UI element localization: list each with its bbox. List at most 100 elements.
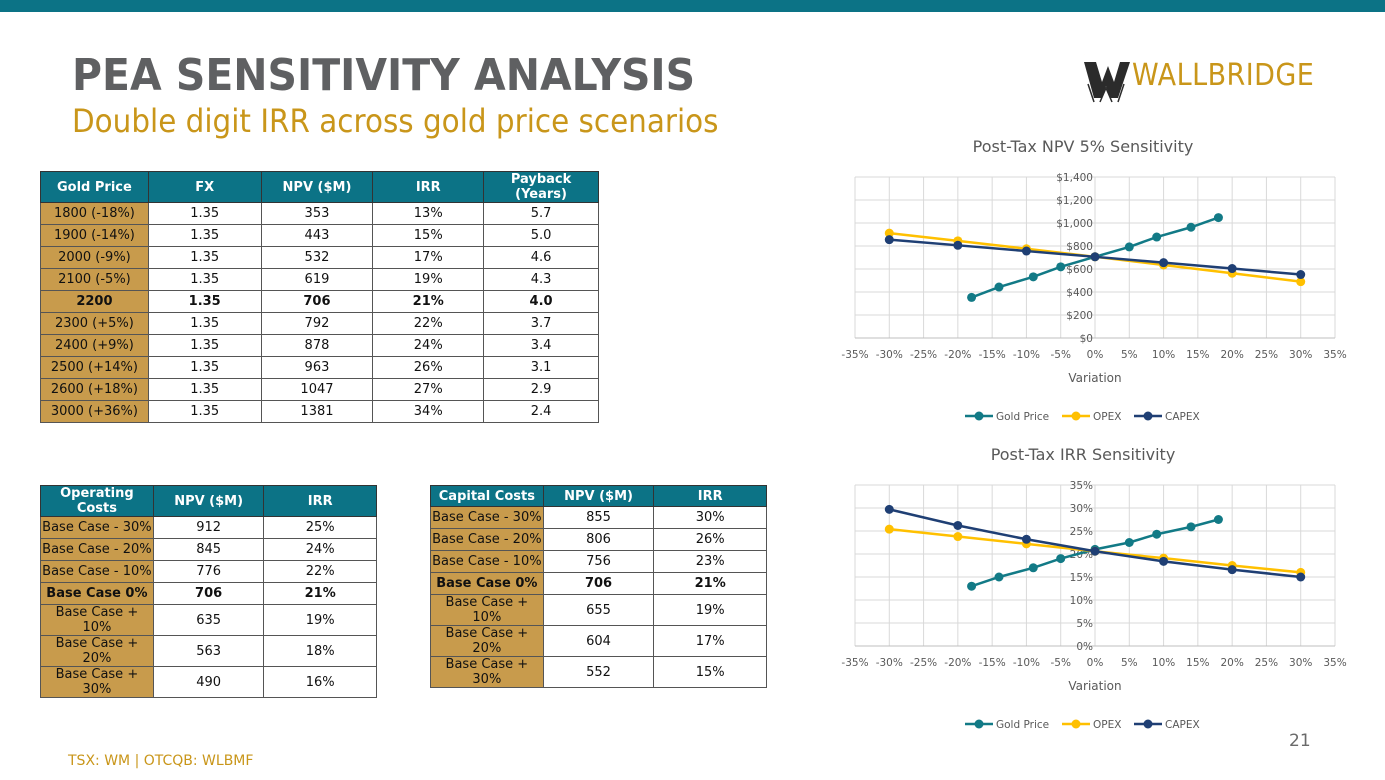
row-label-cell: Base Case - 30% xyxy=(430,506,544,529)
legend-marker xyxy=(1071,411,1081,421)
table-cell: 655 xyxy=(542,594,655,626)
table-cell: 1.35 xyxy=(147,400,262,423)
table-cell: 25% xyxy=(263,516,377,539)
data-point-capex xyxy=(953,240,963,250)
x-tick-label: 30% xyxy=(1289,349,1312,361)
table-cell: 792 xyxy=(260,312,374,335)
data-point-gold-price xyxy=(967,292,977,302)
table-cell: 21% xyxy=(653,572,767,595)
data-point-gold-price xyxy=(1124,242,1134,252)
legend-label: OPEX xyxy=(1093,719,1121,731)
irr-sensitivity-chart: Post-Tax IRR Sensitivity -35% -30% -25% -20%… xyxy=(841,445,1346,731)
column-header: NPV ($M) xyxy=(260,171,374,203)
column-header: IRR xyxy=(263,485,377,517)
row-label-cell: Base Case - 10% xyxy=(40,560,154,583)
y-tick-label: 15% xyxy=(1070,572,1093,584)
table-cell: 21% xyxy=(263,582,377,605)
x-tick-label: -15% xyxy=(979,657,1006,669)
table-cell: 3.7 xyxy=(483,312,599,335)
table-row: 2600 (+18%) 1.35 1047 27% 2.9 xyxy=(40,378,599,401)
y-tick-label: $1,000 xyxy=(1056,218,1093,230)
page-subtitle: Double digit IRR across gold price scena… xyxy=(72,102,719,140)
wallbridge-logo: WALLBRIDGE xyxy=(1076,44,1336,106)
x-axis-title: Variation xyxy=(1068,679,1121,693)
data-point-gold-price xyxy=(1056,554,1066,564)
x-tick-label: 5% xyxy=(1121,657,1138,669)
data-point-gold-price xyxy=(994,572,1004,582)
table-row: Base Case 0% 706 21% xyxy=(430,572,767,595)
logo-text: WALLBRIDGE xyxy=(1132,58,1315,93)
table-header-row: Capital Costs NPV ($M) IRR xyxy=(430,485,767,507)
table-cell: 22% xyxy=(372,312,485,335)
table-cell: 4.6 xyxy=(483,246,599,269)
table-row: Base Case + 30% 552 15% xyxy=(430,656,767,688)
y-tick-label: $1,200 xyxy=(1056,195,1093,207)
table-cell: 5.7 xyxy=(483,202,599,225)
table-header-row: Gold Price FX NPV ($M) IRR Payback (Years) xyxy=(40,171,599,203)
x-tick-label: -25% xyxy=(910,657,937,669)
data-point-gold-price xyxy=(1186,222,1196,232)
row-label-cell: Base Case - 10% xyxy=(430,550,544,573)
table-row: 2500 (+14%) 1.35 963 26% 3.1 xyxy=(40,356,599,379)
legend-marker xyxy=(974,719,984,729)
data-point-gold-price xyxy=(967,581,977,591)
table-cell: 23% xyxy=(653,550,767,573)
column-header: Payback (Years) xyxy=(483,171,599,203)
row-label-cell: Base Case + 10% xyxy=(430,594,544,626)
y-tick-label: 25% xyxy=(1070,526,1093,538)
table-cell: 1381 xyxy=(260,400,374,423)
x-tick-label: 10% xyxy=(1152,657,1175,669)
table-cell: 4.0 xyxy=(483,290,599,313)
table-cell: 22% xyxy=(263,560,377,583)
row-label-cell: 1800 (-18%) xyxy=(40,202,149,225)
data-point-capex xyxy=(884,504,894,514)
y-tick-label: $0 xyxy=(1080,333,1093,345)
table-cell: 1.35 xyxy=(147,356,262,379)
row-label-cell: 2400 (+9%) xyxy=(40,334,149,357)
table-cell: 17% xyxy=(653,625,767,657)
data-point-gold-price xyxy=(1213,515,1223,524)
table-header-row: Operating Costs NPV ($M) IRR xyxy=(40,485,377,517)
x-tick-label: -5% xyxy=(1050,349,1070,361)
row-label-cell: Base Case - 20% xyxy=(40,538,154,561)
x-tick-label: 25% xyxy=(1255,657,1278,669)
table-cell: 963 xyxy=(260,356,374,379)
data-point-capex xyxy=(1296,572,1306,582)
data-point-gold-price xyxy=(994,282,1004,292)
y-tick-label: $600 xyxy=(1066,264,1093,276)
row-label-cell: Base Case - 30% xyxy=(40,516,154,539)
table-row: 2200 1.35 706 21% 4.0 xyxy=(40,290,599,313)
table-cell: 845 xyxy=(152,538,265,561)
y-tick-label: 35% xyxy=(1070,480,1093,492)
capital-costs-table: Capital Costs NPV ($M) IRR Base Case - 30%… xyxy=(430,485,767,688)
legend-marker xyxy=(974,411,984,421)
table-row: Base Case - 20% 845 24% xyxy=(40,538,377,561)
legend-item-opex: OPEX xyxy=(1062,411,1121,423)
table-row: Base Case + 10% 655 19% xyxy=(430,594,767,626)
table-row: Base Case - 20% 806 26% xyxy=(430,528,767,551)
table-cell: 912 xyxy=(152,516,265,539)
row-label-cell: 2100 (-5%) xyxy=(40,268,149,291)
table-row: Base Case - 10% 756 23% xyxy=(430,550,767,573)
table-cell: 19% xyxy=(653,594,767,626)
column-header: Gold Price xyxy=(40,171,149,203)
npv-sensitivity-chart: Post-Tax NPV 5% Sensitivity-35% -30% -25% -… xyxy=(841,137,1346,423)
y-tick-label: $1,400 xyxy=(1056,172,1093,184)
row-label-cell: Base Case - 20% xyxy=(430,528,544,551)
table-cell: 1.35 xyxy=(147,334,262,357)
legend-label: CAPEX xyxy=(1165,719,1200,731)
table-row: Base Case - 10% 776 22% xyxy=(40,560,377,583)
data-point-capex xyxy=(1021,534,1031,544)
table-cell: 1.35 xyxy=(147,378,262,401)
table-cell: 604 xyxy=(542,625,655,657)
table-cell: 18% xyxy=(263,635,377,667)
x-tick-label: -20% xyxy=(944,657,971,669)
y-tick-label: $200 xyxy=(1066,310,1093,322)
table-row: Base Case 0% 706 21% xyxy=(40,582,377,605)
table-row: 2400 (+9%) 1.35 878 24% 3.4 xyxy=(40,334,599,357)
row-label-cell: Base Case + 10% xyxy=(40,604,154,636)
table-cell: 19% xyxy=(372,268,485,291)
table-cell: 2.4 xyxy=(483,400,599,423)
table-cell: 552 xyxy=(542,656,655,688)
x-tick-label: 5% xyxy=(1121,349,1138,361)
